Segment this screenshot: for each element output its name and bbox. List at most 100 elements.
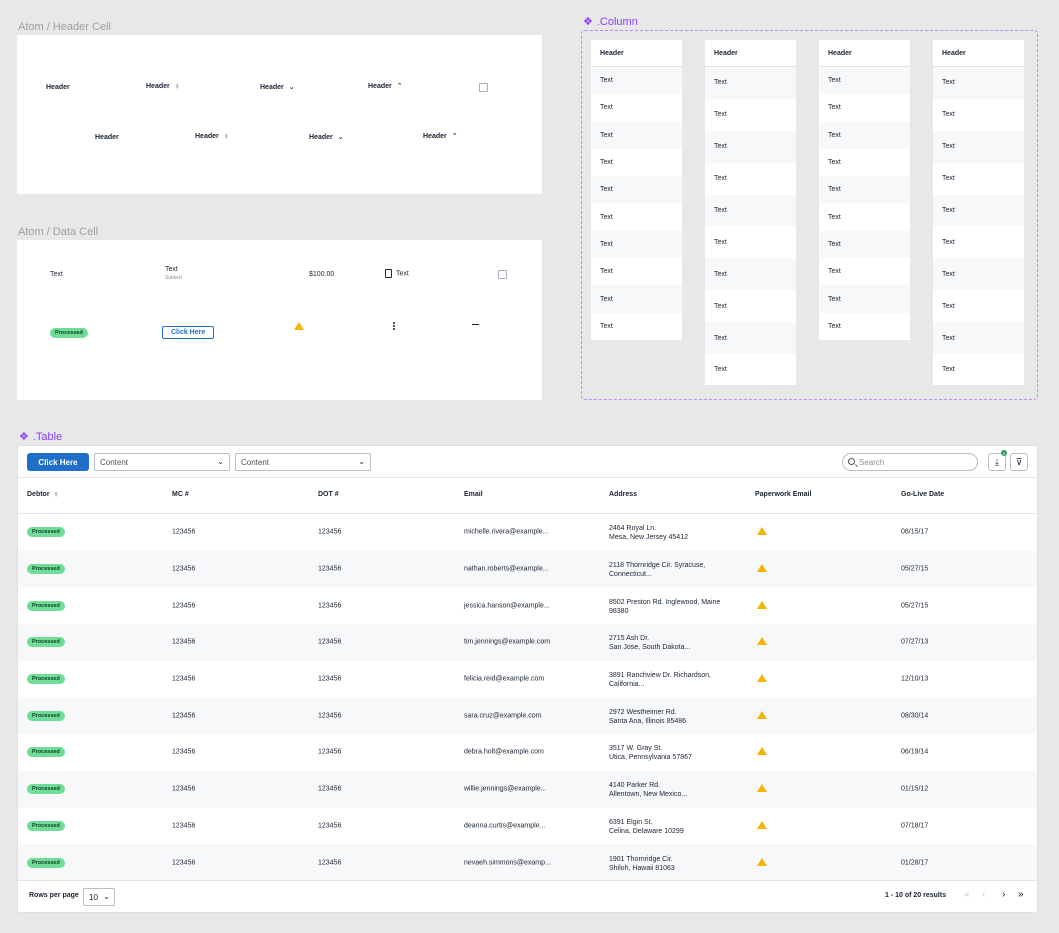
email-cell: debra.holt@example.com bbox=[464, 748, 544, 756]
debtor-cell: Processed bbox=[27, 564, 65, 575]
chevron-down-icon: ⌄ bbox=[337, 134, 344, 141]
download-button[interactable]: ⤓ 0 bbox=[988, 450, 1007, 471]
column-header-6[interactable]: Go-Live Date bbox=[901, 491, 944, 498]
header-cell-sortable[interactable]: Header ▲ ▼ bbox=[146, 82, 180, 90]
status-badge: Processed bbox=[27, 674, 65, 685]
address-line-1: 4140 Parker Rd. bbox=[609, 782, 660, 790]
select-2-value: Content bbox=[241, 457, 270, 467]
header-cell-sorted-asc[interactable]: Header ⌃ bbox=[368, 82, 403, 91]
rows-per-page-select[interactable]: 10 ⌄ bbox=[83, 888, 115, 906]
column-header-label: Debtor bbox=[27, 491, 50, 498]
download-badge: 0 bbox=[1001, 450, 1007, 456]
date-cell: 05/27/15 bbox=[901, 565, 929, 573]
table-row[interactable]: Processed 123456 123456 sara.cruz@example.c… bbox=[18, 697, 1037, 735]
address-cell: 2118 Thornridge Cir. Syracuse, Connecticu… bbox=[609, 560, 705, 578]
header-cell-sorted-desc-2[interactable]: Header ⌄ bbox=[309, 133, 344, 142]
address-cell: 3517 W. Gray St. Utica, Pennsylvania 5786… bbox=[609, 743, 692, 761]
table-row[interactable]: Processed 123456 123456 debra.holt@example.… bbox=[18, 734, 1037, 771]
paperwork-email-cell bbox=[757, 674, 767, 684]
warning-icon bbox=[757, 820, 767, 829]
column-cell: Text bbox=[942, 302, 955, 310]
prev-page-icon[interactable]: ‹ bbox=[982, 889, 986, 900]
table-row[interactable]: Processed 123456 123456 felicia.reid@exampl… bbox=[18, 661, 1037, 698]
table-row[interactable]: Processed 123456 123456 nathan.roberts@exam… bbox=[18, 550, 1037, 588]
column-cell: Text bbox=[933, 67, 1024, 99]
header-label: Header bbox=[423, 132, 447, 140]
header-cell-sorted-asc-2[interactable]: Header ⌃ bbox=[423, 132, 458, 141]
next-page-icon[interactable]: › bbox=[1002, 889, 1006, 900]
address-line-2: 98380 bbox=[609, 607, 629, 615]
column-cell: Text bbox=[933, 322, 1024, 355]
email-cell: felicia.reid@example.com bbox=[464, 675, 545, 683]
date-cell: 07/27/13 bbox=[901, 638, 929, 646]
address-line-2: Celina, Delaware 10299 bbox=[609, 827, 684, 835]
column-cell: Text bbox=[600, 322, 613, 330]
data-cell-section-title: Atom / Data Cell bbox=[18, 226, 99, 238]
column-header-2[interactable]: DOT # bbox=[318, 491, 339, 498]
header-checkbox[interactable] bbox=[479, 83, 488, 92]
column-cell: Text bbox=[942, 238, 955, 246]
column-header[interactable]: Header bbox=[705, 40, 796, 67]
address-cell: 2464 Royal Ln. Mesa, New Jersey 45412 bbox=[609, 523, 688, 541]
email-cell: nathan.roberts@example... bbox=[464, 565, 549, 573]
email-cell: tim.jennings@example.com bbox=[464, 638, 551, 646]
table-header-row: Debtor ▲ ▼ MC # DOT # Email Address Paperwork E… bbox=[18, 478, 1037, 514]
filter-button[interactable]: ⊽ bbox=[1010, 453, 1028, 471]
paperwork-email-cell bbox=[757, 564, 767, 574]
chevron-up-icon: ⌃ bbox=[396, 83, 403, 90]
primary-button[interactable]: Click Here bbox=[27, 453, 89, 471]
data-cell-checkbox[interactable] bbox=[498, 270, 507, 279]
data-cell-outline-button[interactable]: Click Here bbox=[162, 326, 215, 339]
address-line-2: San Jose, South Dakota... bbox=[609, 644, 691, 652]
paperwork-email-cell bbox=[757, 820, 767, 831]
table-row[interactable]: Processed 123456 123456 jessica.hanson@exam… bbox=[18, 587, 1037, 624]
data-cell-badge: Processed bbox=[50, 328, 88, 338]
mc-cell: 123456 bbox=[172, 712, 196, 720]
status-badge: Processed bbox=[27, 564, 65, 575]
address-line-1: 8502 Preston Rd. Inglewood, Maine bbox=[609, 598, 721, 606]
content-select-2[interactable]: Content ⌄ bbox=[235, 453, 371, 471]
column-header-1[interactable]: MC # bbox=[172, 491, 189, 498]
dot-cell: 123456 bbox=[318, 785, 342, 793]
header-label: Header bbox=[368, 82, 392, 90]
column-header-4[interactable]: Address bbox=[609, 491, 637, 498]
column-header-0[interactable]: Debtor ▲ ▼ bbox=[27, 490, 59, 498]
date-cell: 07/18/17 bbox=[901, 822, 929, 830]
table-row[interactable]: Processed 123456 123456 michelle.rivera@exa… bbox=[18, 514, 1037, 551]
column-header-5[interactable]: Paperwork Email bbox=[755, 491, 811, 498]
search-input[interactable]: Search bbox=[842, 453, 978, 471]
table-row[interactable]: Processed 123456 123456 nevaeh.simmons@exam… bbox=[18, 844, 1037, 881]
column-cell: Text bbox=[828, 159, 841, 167]
address-line-1: 6391 Elgin St. bbox=[609, 818, 653, 826]
content-select-1[interactable]: Content ⌄ bbox=[94, 453, 230, 471]
warning-icon bbox=[757, 857, 767, 866]
chevron-down-icon: ⌄ bbox=[103, 892, 110, 901]
debtor-cell: Processed bbox=[27, 710, 65, 721]
header-cell-sortable-2[interactable]: Header ▲ ▼ bbox=[195, 132, 229, 140]
column-cell: Text bbox=[942, 366, 955, 374]
table-row[interactable]: Processed 123456 123456 deanna.curtis@examp… bbox=[18, 808, 1037, 845]
address-cell: 8502 Preston Rd. Inglewood, Maine 98380 bbox=[609, 597, 720, 615]
header-cell-plain[interactable]: Header bbox=[46, 84, 70, 91]
column-header[interactable]: Header bbox=[933, 40, 1024, 67]
last-page-icon[interactable]: » bbox=[1018, 889, 1024, 900]
component-icon: ❖ bbox=[19, 431, 29, 443]
column-header[interactable]: Header bbox=[819, 40, 910, 67]
column-header-3[interactable]: Email bbox=[464, 491, 483, 498]
paperwork-email-cell bbox=[757, 710, 767, 721]
first-page-icon[interactable]: « bbox=[964, 889, 970, 900]
kebab-icon[interactable] bbox=[393, 322, 395, 330]
address-line-1: 2715 Ash Dr. bbox=[609, 635, 650, 643]
table-row[interactable]: Processed 123456 123456 tim.jennings@exampl… bbox=[18, 624, 1037, 661]
address-line-1: 2118 Thornridge Cir. Syracuse, bbox=[609, 562, 706, 570]
header-cell-plain-2[interactable]: Header bbox=[95, 134, 119, 141]
address-cell: 3891 Ranchview Dr. Richardson, California… bbox=[609, 670, 711, 688]
column-header-label: Email bbox=[464, 491, 483, 498]
table-row[interactable]: Processed 123456 123456 willie.jennings@exa… bbox=[18, 770, 1037, 808]
mc-cell: 123456 bbox=[172, 528, 196, 536]
column-header[interactable]: Header bbox=[591, 40, 682, 67]
status-badge: Processed bbox=[27, 784, 65, 795]
header-cell-sorted-desc[interactable]: Header ⌄ bbox=[260, 83, 295, 92]
data-cell-document[interactable]: Text bbox=[385, 269, 409, 278]
address-line-2: Connecticut... bbox=[609, 571, 652, 579]
